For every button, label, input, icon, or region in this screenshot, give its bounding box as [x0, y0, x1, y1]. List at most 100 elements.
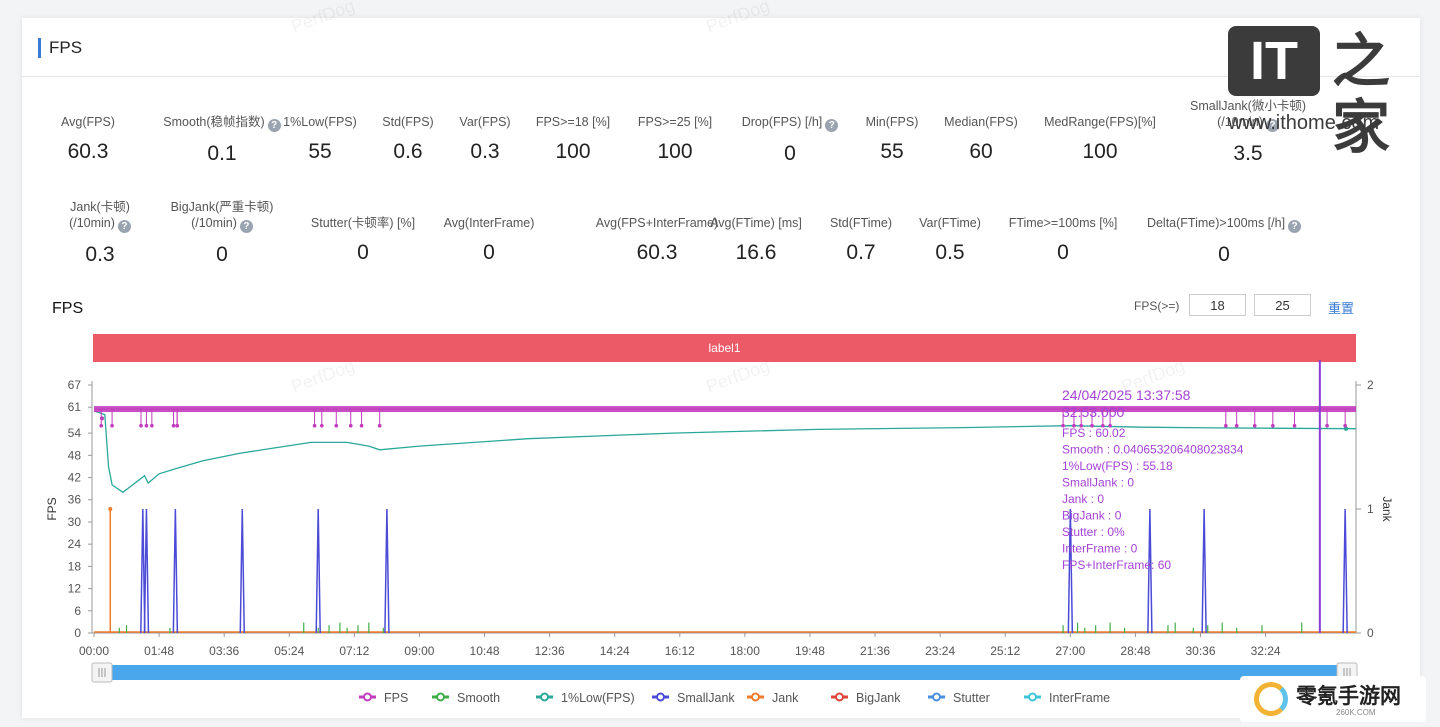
stat-label-text: Median(FPS) [944, 115, 1018, 129]
help-icon[interactable]: ? [239, 220, 253, 233]
legend-marker [363, 692, 372, 702]
stat-value: 16.6 [735, 241, 777, 264]
stat-label: Avg(FPS+InterFrame) [557, 215, 757, 231]
x-tick-label: 27:00 [1055, 644, 1085, 658]
series-fps-dip-point [139, 423, 143, 428]
y-tick-label: 6 [74, 604, 81, 618]
x-tick-label: 23:24 [925, 644, 955, 658]
legend-marker [540, 692, 549, 702]
stat-label: MedRange(FPS)[%] [1000, 114, 1200, 130]
legend-label: InterFrame [1049, 691, 1110, 705]
ithome-logo: IT 之家 www.ithome.com [1228, 24, 1418, 160]
stat-value: 0.7 [846, 241, 876, 264]
y2-tick-label: 0 [1367, 626, 1374, 640]
stat-label-text: Std(FPS) [382, 115, 434, 129]
x-tick-label: 25:12 [990, 644, 1020, 658]
y-tick-label: 42 [68, 471, 82, 485]
series-smalljank-spike [143, 508, 150, 634]
site260-sub: 260K.COM [1336, 708, 1376, 717]
stat-label-text: Min(FPS) [865, 115, 919, 129]
legend-label: 1%Low(FPS) [561, 691, 635, 705]
series-fps-dip-point [171, 423, 176, 428]
stat-label-text: Jank(卡顿) [70, 200, 130, 214]
y-tick-label: 30 [68, 515, 82, 529]
series-jank-point [108, 507, 113, 511]
stat-label-unit: (/10min) [191, 216, 237, 230]
stat-label: Std(FTime) [761, 215, 961, 231]
stat-value: 100 [657, 140, 693, 163]
threshold-high-input[interactable] [1254, 294, 1311, 316]
series-fps-dip-point [110, 423, 114, 428]
x-tick-label: 30:36 [1185, 644, 1215, 658]
help-icon[interactable]: ? [1288, 220, 1302, 233]
stat-value: 0 [784, 142, 796, 165]
reset-button[interactable]: 重置 [1328, 301, 1355, 316]
stat-value: 60.3 [67, 140, 109, 163]
legend-marker [932, 692, 941, 702]
stat-stats_row1-7: Drop(FPS) [/h]? 0 [690, 114, 890, 166]
fps-card: FPS Avg(FPS) 60.3 Smooth(稳帧指数)? 0.1 1%Low(FP… [22, 18, 1420, 718]
legend-item-1-low-fps-[interactable]: 1%Low(FPS) [536, 691, 635, 705]
series-fps-dip-point [377, 423, 382, 428]
help-icon[interactable]: ? [825, 119, 839, 132]
site260-logo: 零氪手游网 260K.COM [1240, 676, 1426, 722]
stat-label-text: Var(FTime) [919, 216, 981, 230]
tooltip-line: Jank : 0 [1062, 492, 1104, 506]
stat-value: 100 [1082, 140, 1118, 163]
stat-stats_row1-9: Median(FPS) 60 [881, 114, 1081, 164]
series-fps-dip-point [320, 423, 324, 428]
series-fps-dip-point [1072, 423, 1076, 428]
series-fps-dip-point [1224, 423, 1228, 428]
stat-value: 0.3 [470, 140, 500, 163]
stat-stats_row2-9: Delta(FTime)>100ms [/h]? 0 [1124, 215, 1324, 267]
series-fps-dip-point [175, 423, 179, 428]
legend-item-fps[interactable]: FPS [359, 691, 408, 705]
stat-label: FPS>=25 [%] [575, 114, 775, 130]
series-fps-point [100, 416, 104, 421]
stat-label-text: FPS>=18 [%] [535, 115, 611, 129]
legend-marker [835, 692, 844, 702]
help-icon[interactable]: ? [1265, 119, 1279, 132]
tooltip-line: BigJank : 0 [1062, 509, 1122, 523]
help-icon[interactable]: ? [267, 119, 281, 132]
legend-item-interframe[interactable]: InterFrame [1024, 691, 1110, 705]
help-icon[interactable]: ? [117, 220, 131, 233]
stat-label: Stutter(卡顿率) [%] [263, 215, 463, 231]
stat-label: Smooth(稳帧指数)? [122, 114, 322, 132]
series-smalljank-spike [239, 508, 246, 634]
series-fps-dip-point [144, 423, 149, 428]
y-tick-label: 0 [74, 626, 81, 640]
legend-item-jank[interactable]: Jank [747, 691, 799, 705]
threshold-low-input[interactable] [1189, 294, 1246, 316]
legend-marker [436, 692, 445, 702]
stat-label-text: Drop(FPS) [/h] [741, 115, 823, 129]
stat-value: 0 [1057, 241, 1069, 264]
stat-value: 60.3 [636, 241, 678, 264]
chart-title: FPS [52, 300, 84, 317]
legend-item-smalljank[interactable]: SmallJank [652, 691, 735, 705]
zoom-slider-track[interactable] [94, 665, 1356, 680]
y-tick-label: 54 [68, 426, 82, 440]
series-1pct-low-point [1343, 426, 1349, 431]
stat-label: 1%Low(FPS) [220, 114, 420, 130]
series-fps-dip-point [1271, 423, 1275, 428]
legend-item-bigjank[interactable]: BigJank [831, 691, 901, 705]
stat-label-line2: (/10min)? [0, 215, 200, 233]
stat-label-text: Delta(FTime)>100ms [/h] [1146, 216, 1286, 230]
series-fps-dip-point [1343, 423, 1347, 428]
legend-item-stutter[interactable]: Stutter [928, 691, 990, 705]
legend-item-smooth[interactable]: Smooth [432, 691, 500, 705]
stat-value: 0.5 [935, 241, 965, 264]
label-bar[interactable]: label1 [93, 334, 1356, 362]
series-smalljank-spike [1342, 508, 1348, 634]
series-fps-dip-point [99, 423, 104, 428]
stat-stats_row2-4: Avg(FPS+InterFrame) 60.3 [557, 215, 757, 265]
legend-label: Smooth [457, 691, 500, 705]
y-tick-label: 24 [68, 537, 82, 551]
legend-label: Stutter [953, 691, 990, 705]
stat-label-text: Avg(FPS) [61, 115, 115, 129]
stat-value: 0 [1218, 243, 1230, 266]
x-tick-label: 18:00 [730, 644, 760, 658]
stat-label-text: BigJank(严重卡顿) [170, 200, 274, 214]
